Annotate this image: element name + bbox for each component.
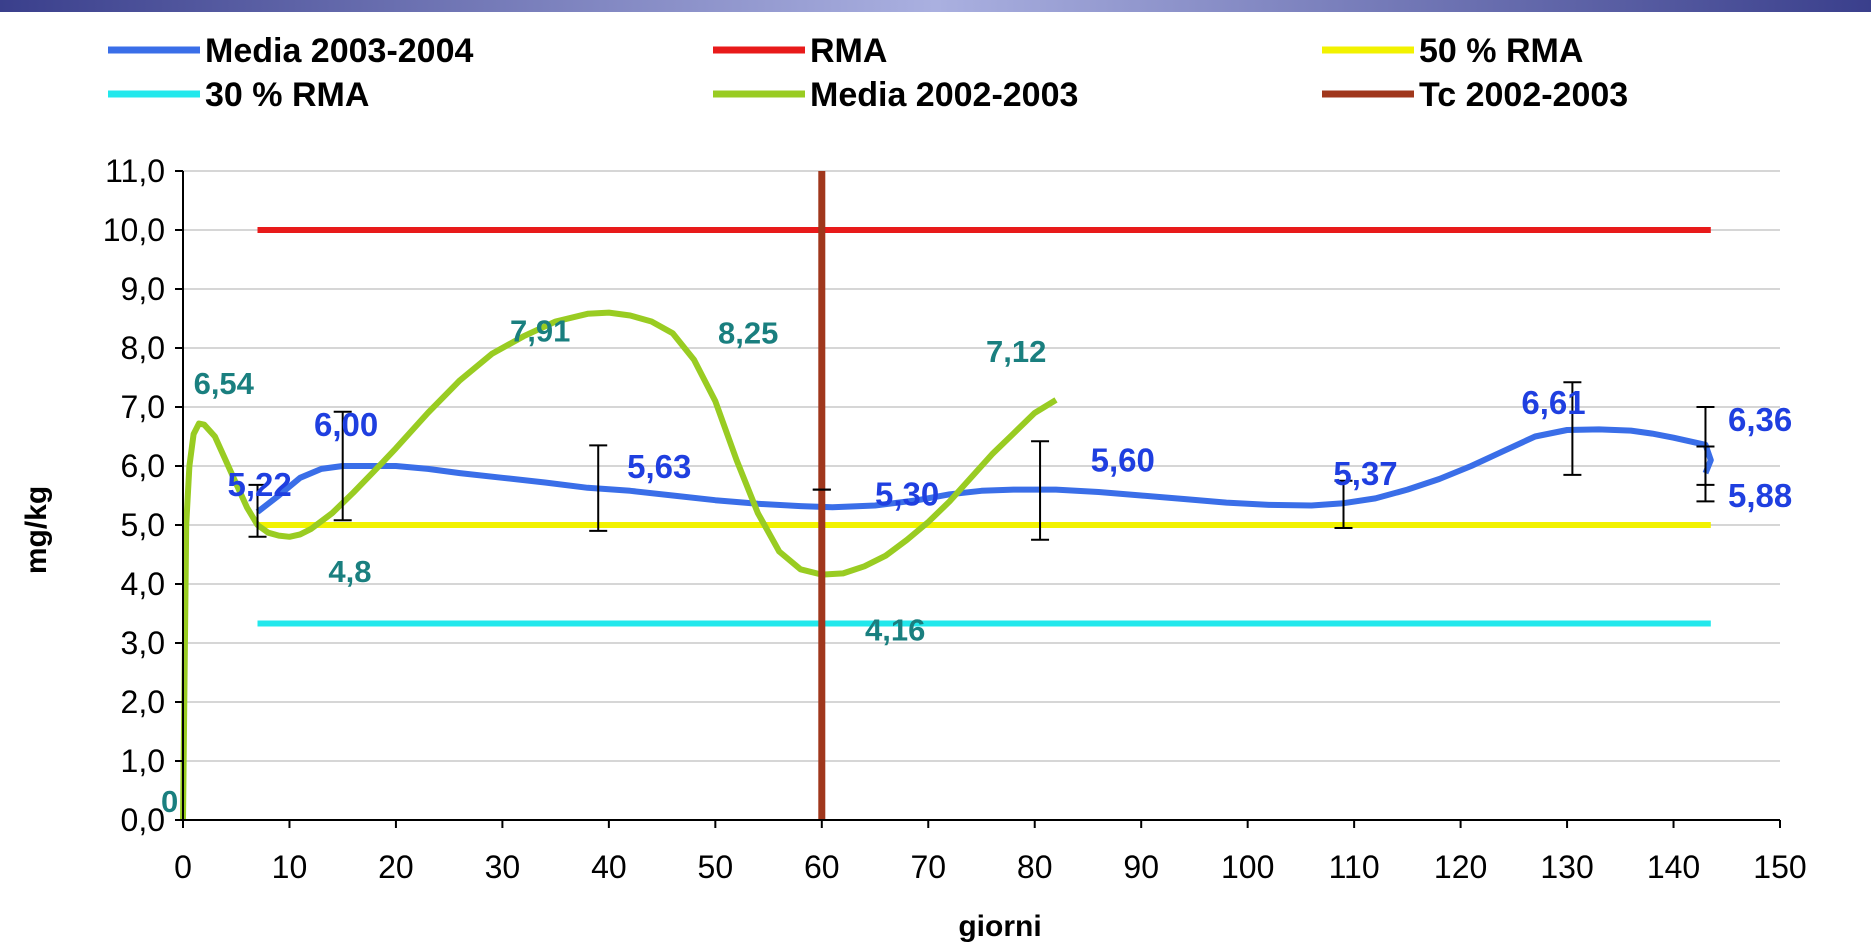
error-bar — [589, 444, 608, 532]
legend-item: Media 2002-2003 — [713, 76, 1078, 114]
legend-label: 50 % RMA — [1419, 32, 1583, 70]
data-label: 4,16 — [865, 613, 925, 648]
y-tick-label: 6,0 — [121, 448, 165, 484]
y-tick-label: 7,0 — [121, 389, 165, 425]
x-tick-label: 50 — [698, 849, 734, 885]
series-lines — [180, 171, 1714, 821]
data-label: 5,88 — [1728, 477, 1792, 514]
y-tick-label: 1,0 — [121, 743, 165, 779]
data-label: 6,36 — [1728, 401, 1792, 438]
x-tick-label: 90 — [1123, 849, 1159, 885]
y-tick-label: 8,0 — [121, 330, 165, 366]
x-tick-label: 110 — [1329, 849, 1380, 885]
x-tick-label: 40 — [591, 849, 627, 885]
x-axis-title: giorni — [958, 910, 1041, 943]
y-tick-label: 0,0 — [121, 802, 165, 838]
data-label: 6,61 — [1521, 384, 1585, 421]
data-label: 5,37 — [1333, 455, 1397, 492]
x-tick-label: 80 — [1017, 849, 1053, 885]
legend-item: Media 2003-2004 — [108, 32, 473, 70]
error-bar — [1696, 445, 1715, 486]
data-labels: 5,22 6,00 5,63 5,30 5,60 5,37 6,61 6,36 5,88 0 6,5… — [161, 313, 1792, 819]
x-tick-label: 20 — [378, 849, 414, 885]
x-tick-label: 70 — [910, 849, 946, 885]
series-line-media-2003-2004 — [255, 426, 1714, 515]
legend-label: Media 2002-2003 — [810, 76, 1078, 114]
x-tick-label: 140 — [1647, 849, 1700, 885]
data-label: 4,8 — [328, 554, 371, 589]
error-bar — [1334, 479, 1353, 529]
y-tick-label: 2,0 — [121, 684, 165, 720]
data-label: 8,25 — [718, 315, 778, 350]
x-tick-label: 0 — [174, 849, 192, 885]
legend-item: RMA — [713, 32, 887, 70]
data-label: 7,12 — [986, 334, 1046, 369]
data-label: 7,91 — [510, 313, 570, 348]
y-tick-label: 4,0 — [121, 566, 165, 602]
data-label: 5,22 — [228, 466, 292, 503]
y-tick-label: 3,0 — [121, 625, 165, 661]
y-tick-label: 10,0 — [103, 212, 165, 248]
tick-labels: 0,0 1,0 2,0 3,0 4,0 5,0 6,0 7,0 8,0 9,0 10,0 11,0 0 1… — [103, 153, 1807, 885]
y-axis-title: mg/kg — [20, 486, 53, 574]
top-decoration-band — [0, 0, 1871, 12]
x-tick-label: 120 — [1434, 849, 1487, 885]
axes — [175, 170, 1781, 828]
data-label: 0 — [161, 784, 178, 819]
error-bar — [1031, 440, 1050, 541]
data-label: 5,63 — [627, 448, 691, 485]
y-tick-label: 9,0 — [121, 271, 165, 307]
x-tick-label: 30 — [485, 849, 521, 885]
series-line-media-2002-2003 — [180, 309, 1058, 821]
data-label: 5,30 — [875, 475, 939, 512]
x-tick-label: 100 — [1221, 849, 1274, 885]
error-bar — [248, 483, 267, 538]
legend-label: Tc 2002-2003 — [1419, 76, 1628, 114]
legend: Media 2003-2004 RMA 50 % RMA 30 % RMA Media … — [108, 32, 1628, 114]
x-tick-label: 130 — [1540, 849, 1593, 885]
x-tick-label: 10 — [272, 849, 308, 885]
legend-label: RMA — [810, 32, 887, 70]
y-tick-label: 5,0 — [121, 507, 165, 543]
legend-label: Media 2003-2004 — [205, 32, 473, 70]
error-bar — [1563, 381, 1582, 476]
gridlines — [183, 170, 1780, 821]
x-tick-label: 150 — [1753, 849, 1806, 885]
data-label: 5,60 — [1091, 442, 1155, 479]
legend-item: 30 % RMA — [108, 76, 369, 114]
legend-item: Tc 2002-2003 — [1322, 76, 1628, 114]
y-tick-label: 11,0 — [105, 153, 165, 189]
legend-label: 30 % RMA — [205, 76, 369, 114]
data-label: 6,54 — [194, 366, 255, 401]
x-tick-label: 60 — [804, 849, 840, 885]
error-bar — [333, 410, 352, 522]
error-bars — [248, 381, 1715, 541]
legend-item: 50 % RMA — [1322, 32, 1583, 70]
data-label: 6,00 — [314, 406, 378, 443]
reference-lines — [257, 227, 1711, 627]
